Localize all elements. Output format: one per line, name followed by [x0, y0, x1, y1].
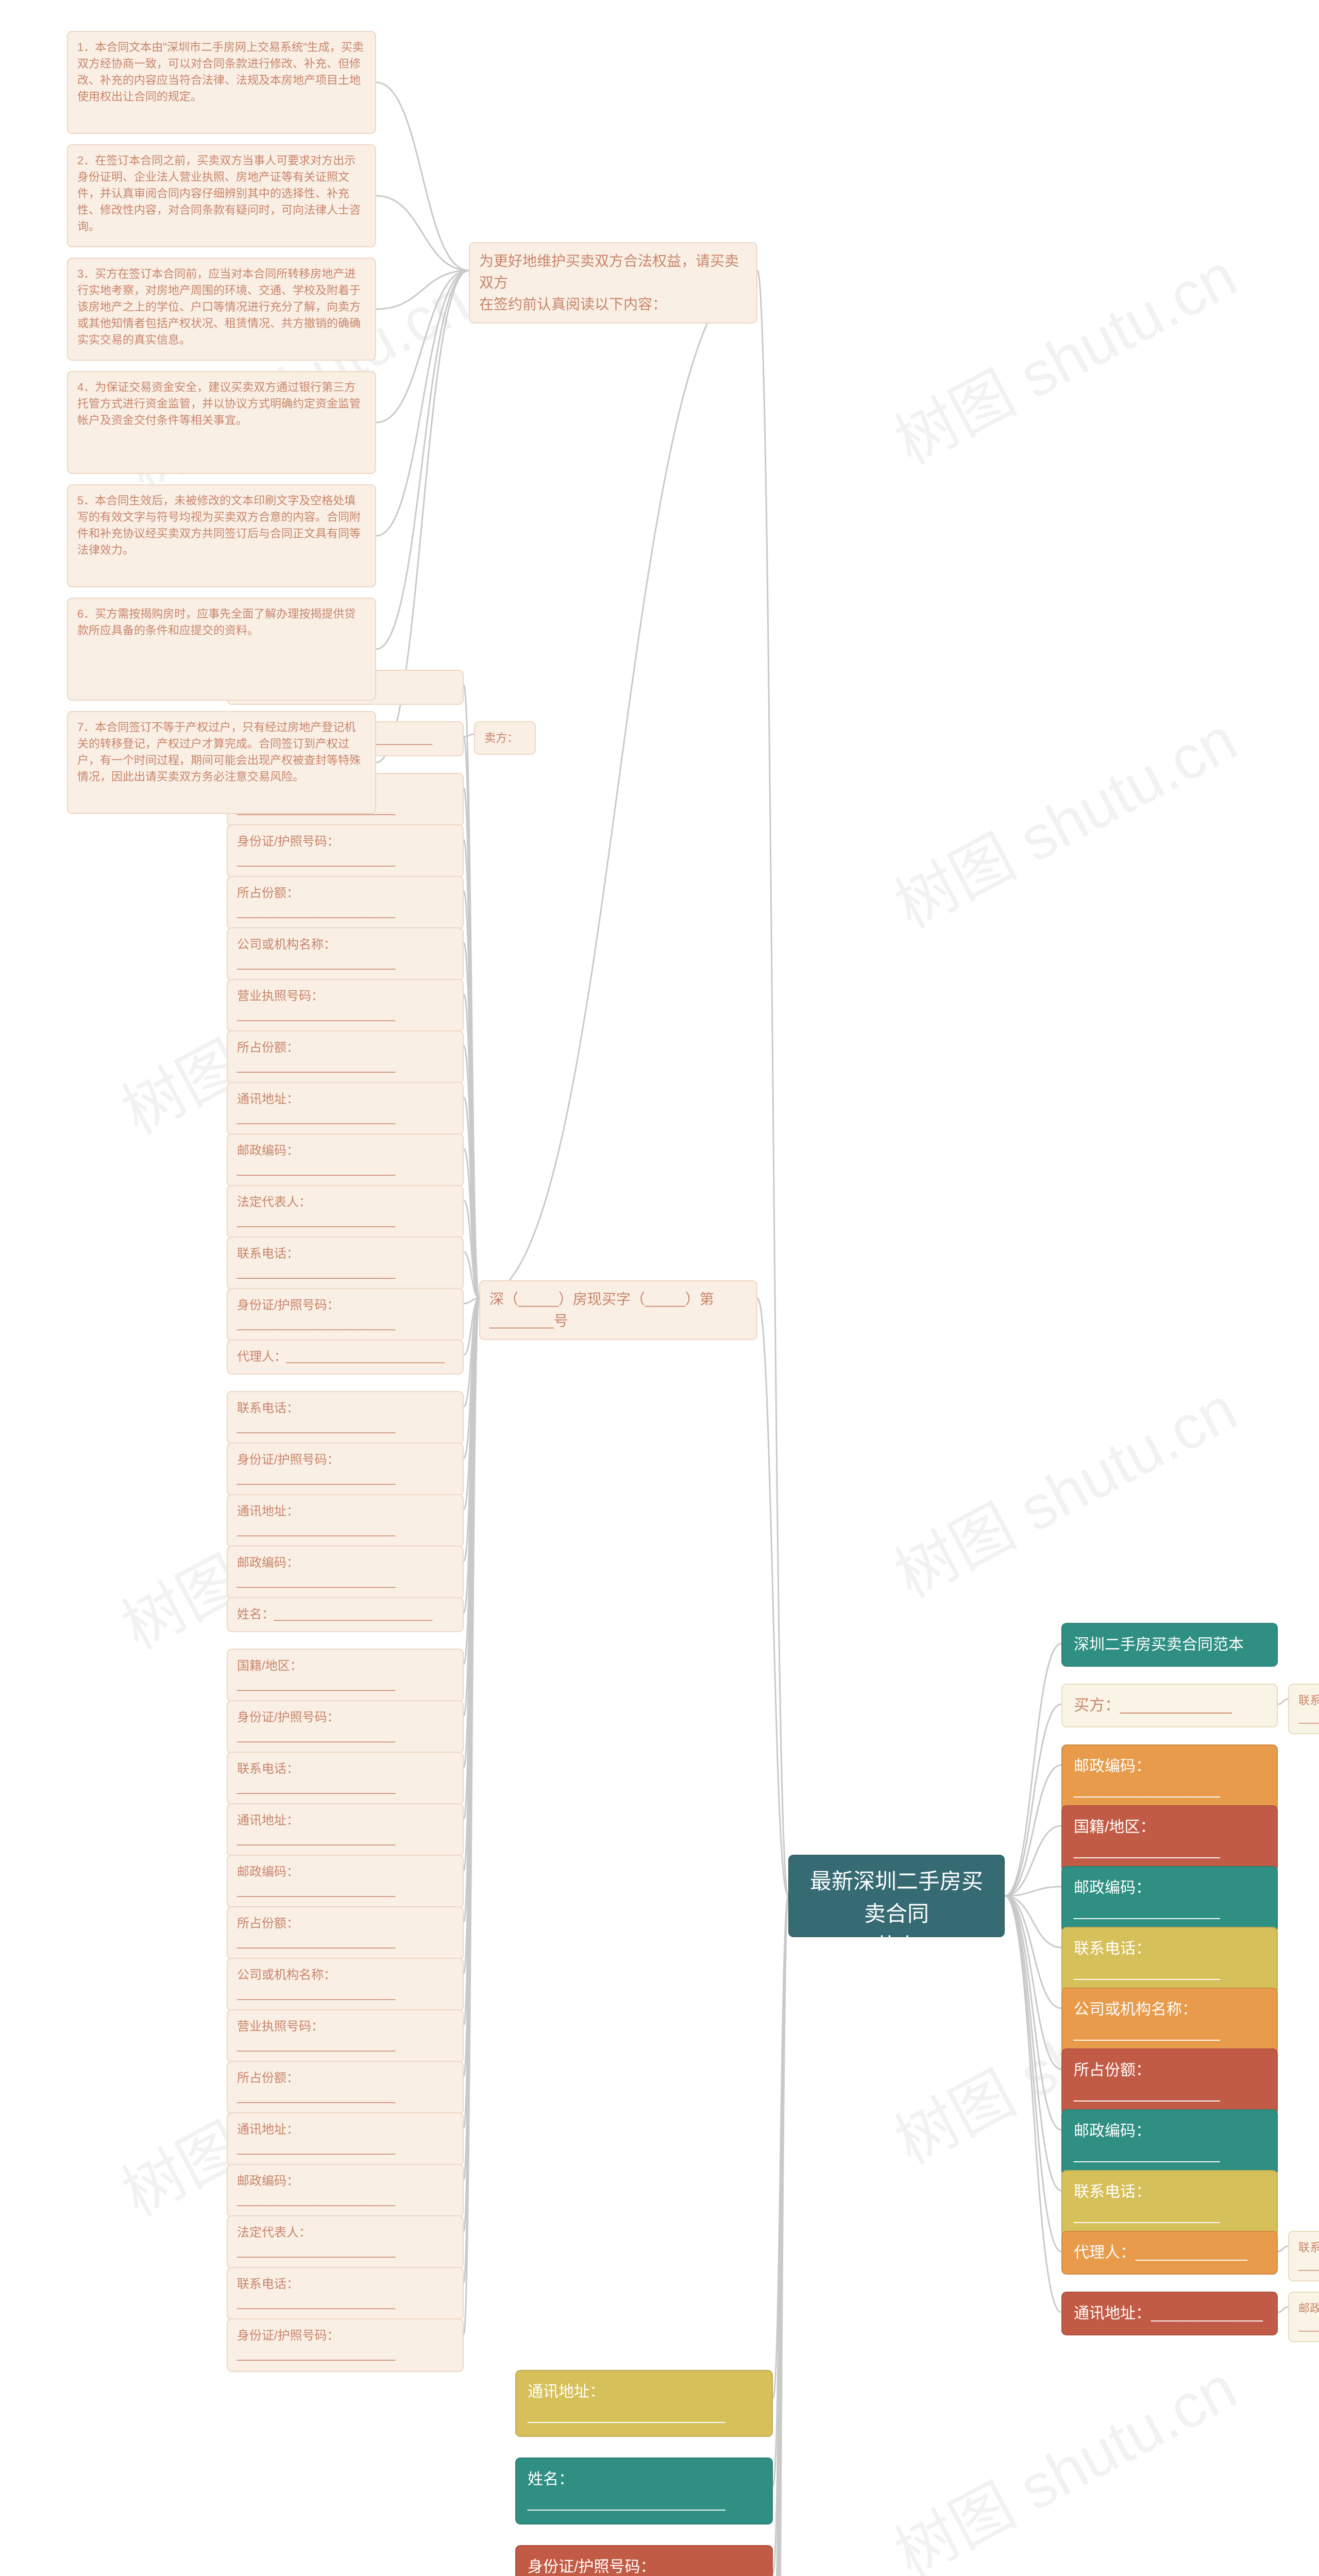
advice-item: 3．买方在签订本合同前，应当对本合同所转移房地产进行实地考察，对房地产周围的环境… [67, 258, 376, 361]
r9: 邮政编码：_________________ [1061, 2109, 1278, 2176]
shen-child: 身份证/护照号码：_______________________ [227, 824, 464, 878]
r6: 联系电话：_________________ [1061, 1927, 1278, 1994]
shen-child: 营业执照号码：_______________________ [227, 979, 464, 1032]
shen-child: 法定代表人：_______________________ [227, 1185, 464, 1239]
mindmap-canvas: { "watermark": { "text": "树图 shutu.cn", … [0, 0, 1319, 2576]
bottom-node: 通讯地址：_______________________ [515, 2370, 773, 2437]
advice-item: 5．本合同生效后，未被修改的文本印刷文字及空格处填写的有效文字与符号均视为买卖双… [67, 484, 376, 587]
shen-child: 联系电话：_______________________ [227, 1236, 464, 1290]
shen-child: 通讯地址：_______________________ [227, 2112, 464, 2166]
shen-child: 身份证/护照号码：_______________________ [227, 1288, 464, 1342]
root-node: 最新深圳二手房买卖合同 范本 [788, 1855, 1005, 1937]
shen-child: 公司或机构名称：_______________________ [227, 927, 464, 981]
shen-child: 联系电话：_______________________ [227, 1752, 464, 1805]
r12: 通讯地址：_____________ [1061, 2292, 1278, 2335]
r10: 联系电话：_________________ [1061, 2170, 1278, 2237]
shen-child: 邮政编码：_______________________ [227, 1546, 464, 1599]
shen-child: 营业执照号码：_______________________ [227, 2009, 464, 2063]
right-sub: 邮政编码：_____________ [1288, 2292, 1319, 2342]
advice-item: 2．在签订本合同之前，买卖双方当事人可要求对方出示身份证明、企业法人营业执照、房… [67, 144, 376, 247]
r11: 代理人：_____________ [1061, 2231, 1278, 2275]
shen-child: 所占份额：_______________________ [227, 1906, 464, 1960]
r8: 所占份额：_________________ [1061, 2048, 1278, 2115]
r2: 买方：_____________ [1061, 1684, 1278, 1727]
bottom-node: 身份证/护照号码：_______________________ [515, 2545, 773, 2576]
shen-grandchild: 卖方： [474, 721, 536, 755]
shen-child: 身份证/护照号码：_______________________ [227, 1700, 464, 1754]
r7: 公司或机构名称：_________________ [1061, 1988, 1278, 2055]
right-sub: 联系电话：_____________ [1288, 2231, 1319, 2281]
shen-child: 邮政编码：_______________________ [227, 1133, 464, 1187]
right-sub: 联系电话：_____________ [1288, 1684, 1319, 1734]
bottom-node: 姓名：_______________________ [515, 2458, 773, 2524]
advice-item: 6．买方需按揭购房时，应事先全面了解办理按揭提供贷款所应具备的条件和应提交的资料… [67, 598, 376, 701]
advice-header: 为更好地维护买卖双方合法权益，请买卖双方 在签约前认真阅读以下内容： [469, 242, 757, 324]
shen-child: 所占份额：_______________________ [227, 876, 464, 929]
r5: 邮政编码：_________________ [1061, 1866, 1278, 1933]
shen-child: 通讯地址：_______________________ [227, 1082, 464, 1136]
shen-child: 身份证/护照号码：_______________________ [227, 1443, 464, 1496]
shen-child: 通讯地址：_______________________ [227, 1494, 464, 1548]
shen-child: 代理人：_______________________ [227, 1340, 464, 1375]
shen-child: 联系电话：_______________________ [227, 2267, 464, 2320]
advice-item: 4．为保证交易资金安全，建议买卖双方通过银行第三方托管方式进行资金监管，并以协议… [67, 371, 376, 474]
advice-item: 7．本合同签订不等于产权过户，只有经过房地产登记机关的转移登记，产权过户才算完成… [67, 711, 376, 814]
shen-child: 所占份额：_______________________ [227, 2061, 464, 2114]
shen-child: 所占份额：_______________________ [227, 1030, 464, 1084]
shen-child: 通讯地址：_______________________ [227, 1803, 464, 1857]
r3: 邮政编码：_________________ [1061, 1744, 1278, 1811]
shen-child: 邮政编码：_______________________ [227, 1855, 464, 1908]
shen-child: 公司或机构名称：_______________________ [227, 1958, 464, 2011]
r1: 深圳二手房买卖合同范本 [1061, 1623, 1278, 1667]
r4: 国籍/地区：_________________ [1061, 1805, 1278, 1872]
shen-child: 姓名：_______________________ [227, 1597, 464, 1632]
contract-number-node: 深（_____）房现买字（_____）第________号 [479, 1280, 757, 1340]
shen-child: 联系电话：_______________________ [227, 1391, 464, 1445]
shen-child: 法定代表人：_______________________ [227, 2215, 464, 2269]
advice-item: 1．本合同文本由"深圳市二手房网上交易系统"生成，买卖双方经协商一致，可以对合同… [67, 31, 376, 134]
shen-child: 邮政编码：_______________________ [227, 2164, 464, 2217]
shen-child: 身份证/护照号码：_______________________ [227, 2318, 464, 2372]
shen-child: 国籍/地区：_______________________ [227, 1649, 464, 1702]
